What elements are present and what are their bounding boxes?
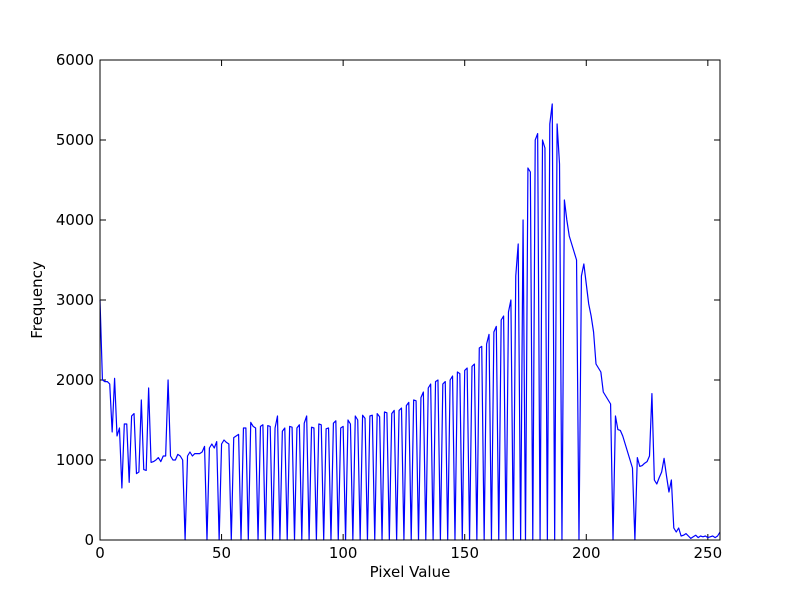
x-tick-label: 100 [329, 544, 358, 562]
y-tick-label: 6000 [56, 51, 94, 69]
y-axis-label: Frequency [28, 261, 46, 339]
data-line [99, 103, 721, 541]
y-tick-label: 2000 [56, 371, 94, 389]
x-tick-label: 50 [212, 544, 231, 562]
y-tick-label: 5000 [56, 131, 94, 149]
y-tick-label: 4000 [56, 211, 94, 229]
x-tick-label: 150 [450, 544, 479, 562]
y-tick-label: 0 [84, 531, 94, 549]
x-axis-label: Pixel Value [370, 563, 451, 581]
x-tick-label: 250 [694, 544, 723, 562]
plot-frame [99, 59, 721, 541]
x-tick-label: 0 [95, 544, 105, 562]
y-tick-label: 1000 [56, 451, 94, 469]
y-tick-label: 3000 [56, 291, 94, 309]
x-tick-label: 200 [572, 544, 601, 562]
